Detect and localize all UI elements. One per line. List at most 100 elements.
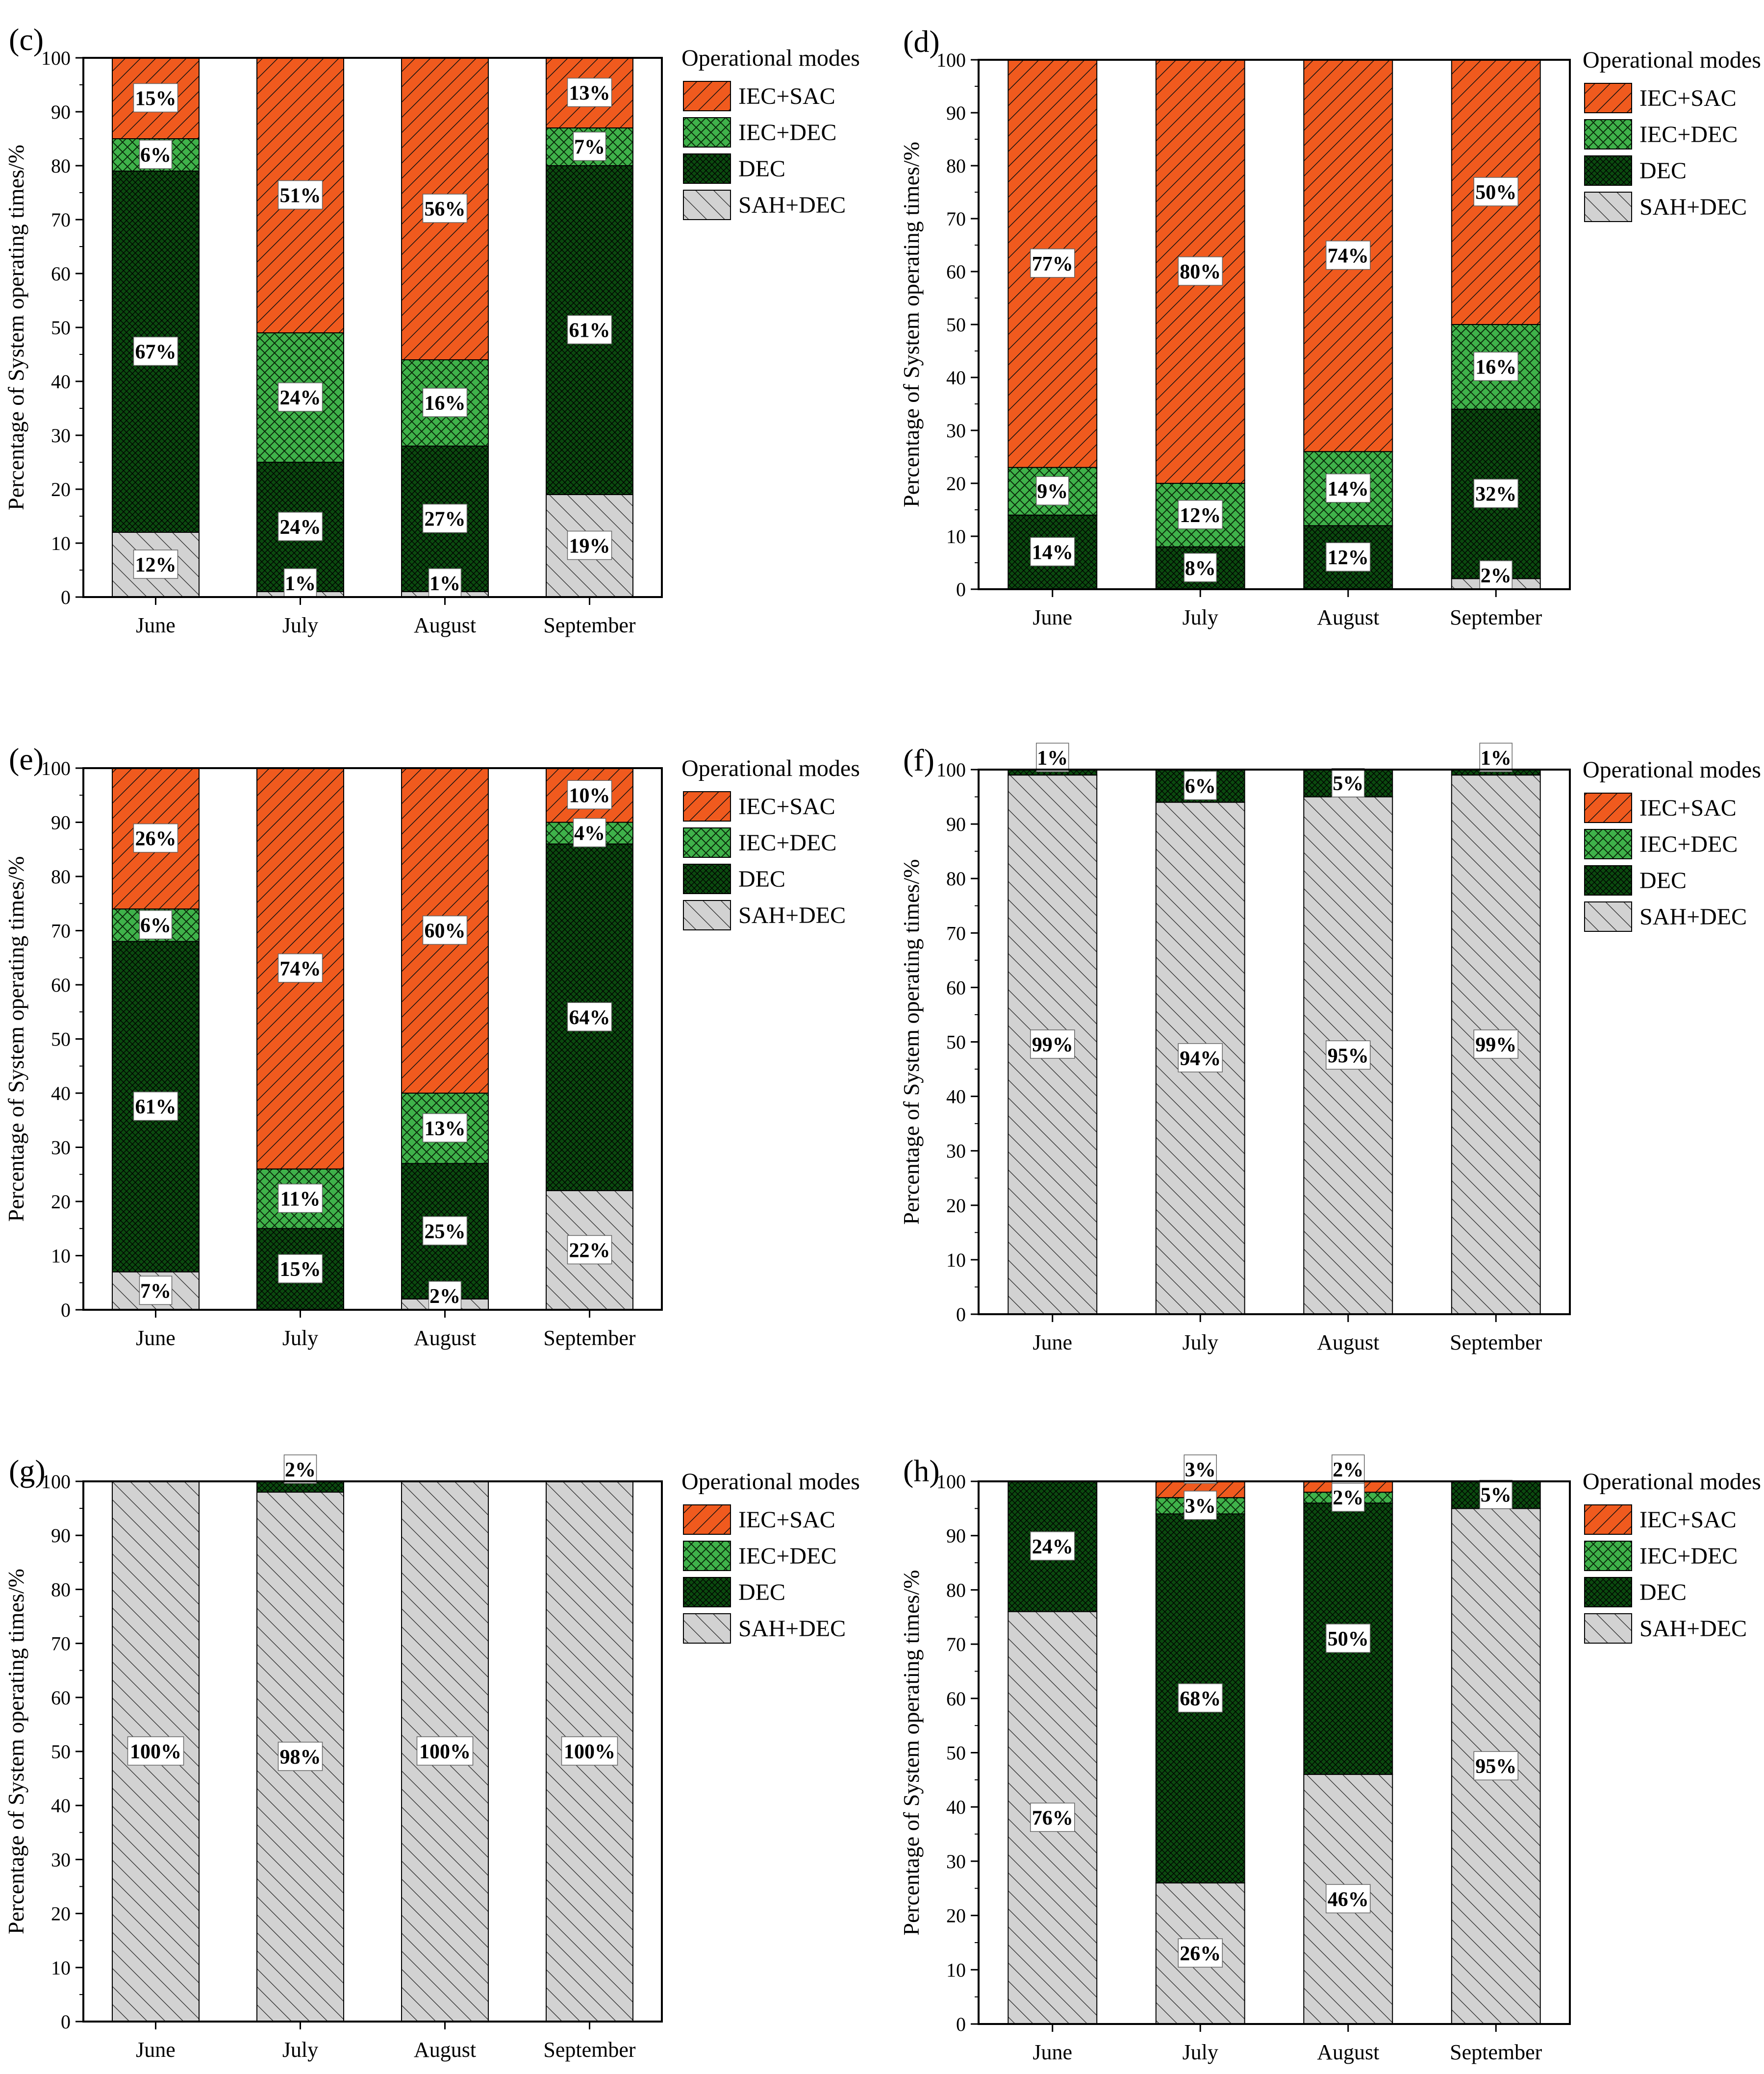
data-label-box (1326, 542, 1371, 572)
y-tick-label: 20 (946, 1195, 966, 1217)
legend-title: Operational modes (1583, 757, 1761, 783)
data-label-box (422, 915, 468, 945)
data-label-box (573, 131, 606, 161)
x-tick-label-june: June (136, 2038, 176, 2062)
data-label-box (139, 140, 173, 169)
panel-letter: (e) (9, 742, 44, 776)
data-label-box (1479, 560, 1512, 590)
y-tick-label: 70 (51, 209, 71, 231)
y-tick-label: 50 (51, 1028, 71, 1050)
legend-swatch-iec-dec (1584, 119, 1632, 150)
legend: Operational modes IEC+SAC IEC+DEC DEC SAH+DE… (1583, 47, 1761, 222)
data-label-iec-dec-august: 14% (1328, 478, 1369, 500)
data-label-box (277, 382, 323, 412)
y-tick-label: 50 (946, 1742, 966, 1764)
data-label-dec-september: 1% (1481, 747, 1512, 770)
legend-label-iec-dec: IEC+DEC (1639, 1543, 1738, 1569)
y-tick-label: 70 (946, 208, 966, 230)
data-label-box (133, 1091, 178, 1121)
legend: Operational modes IEC+SAC IEC+DEC DEC SAH+DE… (681, 755, 860, 930)
legend-label-sah-dec: SAH+DEC (1639, 194, 1747, 220)
y-tick-label: 40 (51, 1795, 71, 1817)
legend-label-iec-sac: IEC+SAC (738, 1507, 835, 1533)
data-label-box (1473, 478, 1518, 508)
y-tick-label: 20 (51, 1191, 71, 1213)
data-label-iec-dec-june: 6% (140, 914, 171, 937)
data-label-dec-july: 68% (1180, 1688, 1221, 1710)
data-label-box (277, 1254, 323, 1283)
x-tick-label-august: August (1317, 2040, 1379, 2064)
y-tick-label: 40 (51, 1082, 71, 1104)
legend-label-sah-dec: SAH+DEC (1639, 1616, 1747, 1642)
x-tick-label-july: July (282, 1326, 318, 1350)
x-tick-label-august: August (414, 2038, 476, 2062)
y-axis-label: Percentage of System operating times/% (3, 1569, 28, 1934)
data-label-iec-sac-july: 3% (1185, 1459, 1216, 1481)
y-tick-label: 60 (946, 1688, 966, 1710)
y-tick-label: 80 (946, 868, 966, 890)
data-label-box (1036, 743, 1069, 772)
y-tick-label: 90 (946, 102, 966, 124)
x-tick-label-june: June (136, 1326, 176, 1350)
legend-swatch-sah-dec (1584, 901, 1632, 932)
data-label-iec-sac-august: 60% (425, 920, 466, 943)
legend-title: Operational modes (681, 45, 860, 71)
data-label-iec-sac-june: 26% (135, 828, 176, 850)
data-label-dec-june: 1% (1037, 747, 1068, 770)
y-tick-label: 30 (51, 425, 71, 447)
data-label-dec-july: 15% (280, 1258, 321, 1281)
data-label-sah-dec-september: 19% (569, 535, 610, 558)
data-label-iec-dec-august: 2% (1333, 1487, 1363, 1509)
panel-letter: (d) (903, 24, 940, 59)
legend-label-iec-sac: IEC+SAC (1639, 1507, 1737, 1533)
data-label-box (567, 780, 612, 809)
legend-label-dec: DEC (1639, 1579, 1687, 1605)
data-label-sah-dec-july: 98% (280, 1746, 321, 1769)
data-label-sah-dec-july: 94% (1180, 1048, 1221, 1070)
legend-swatch-dec (1584, 155, 1632, 186)
x-tick-label-june: June (1033, 2040, 1072, 2064)
data-label-box (139, 1275, 173, 1305)
data-label-box (133, 823, 178, 853)
legend-label-iec-dec: IEC+DEC (738, 120, 836, 146)
legend-swatch-dec (1584, 865, 1632, 896)
legend-swatch-dec (683, 153, 731, 184)
data-label-box (1479, 743, 1512, 772)
y-tick-label: 10 (946, 1249, 966, 1271)
y-tick-label: 30 (51, 1849, 71, 1871)
x-tick-label-august: August (414, 1326, 476, 1350)
data-label-dec-september: 61% (569, 320, 610, 342)
data-label-dec-august: 50% (1328, 1628, 1369, 1650)
panel-letter: (c) (9, 22, 44, 57)
y-tick-label: 40 (51, 371, 71, 393)
y-axis-label: Percentage of System operating times/% (899, 859, 924, 1224)
data-label-iec-dec-july: 12% (1180, 504, 1221, 527)
y-tick-label: 40 (946, 1086, 966, 1108)
y-axis-label: Percentage of System operating times/% (899, 1570, 924, 1935)
legend-label-iec-dec: IEC+DEC (1639, 122, 1738, 148)
x-tick-label-july: July (282, 2038, 318, 2062)
data-label-box (1473, 1751, 1518, 1780)
y-tick-label: 80 (51, 866, 71, 888)
y-tick-label: 100 (936, 759, 966, 781)
y-tick-label: 70 (946, 922, 966, 944)
data-label-sah-dec-august: 46% (1328, 1888, 1369, 1911)
data-label-dec-august: 27% (425, 508, 466, 531)
y-tick-label: 100 (41, 1471, 71, 1493)
data-label-dec-july: 8% (1185, 557, 1216, 580)
panel-e: (e) Percentage of System operating times/… (3, 742, 860, 1350)
data-label-iec-sac-september: 10% (569, 784, 610, 807)
y-tick-label: 60 (946, 261, 966, 283)
y-tick-label: 80 (946, 155, 966, 177)
y-tick-label: 0 (61, 586, 71, 608)
panel-h: (h) Percentage of System operating times/… (899, 1453, 1761, 2064)
data-label-sah-dec-june: 7% (140, 1280, 171, 1302)
data-label-box (1326, 240, 1371, 270)
data-label-box (422, 1113, 468, 1143)
data-label-box (277, 1742, 323, 1771)
data-label-iec-sac-july: 80% (1180, 261, 1221, 283)
legend-swatch-iec-sac (1584, 793, 1632, 823)
x-tick-label-september: September (543, 613, 636, 637)
data-label-box (1178, 1938, 1223, 1968)
data-label-box (1184, 1491, 1217, 1520)
